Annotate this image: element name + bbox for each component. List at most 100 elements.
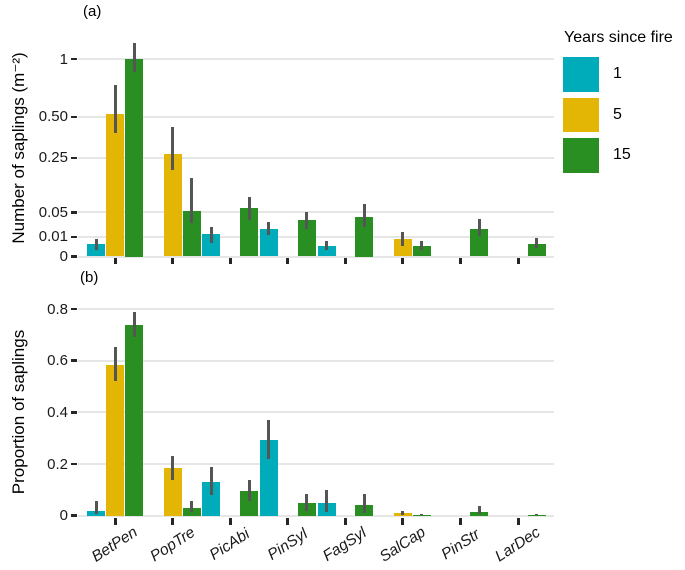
y-tick-label: 0.50: [38, 108, 68, 126]
legend-swatch-15: [563, 138, 599, 173]
x-tick-mark: [459, 517, 462, 525]
x-tick-mark: [113, 517, 117, 525]
y-tick-mark: [71, 411, 77, 414]
y-tick-label: 1: [59, 50, 68, 68]
gridline: [78, 58, 554, 60]
x-tick-mark: [459, 257, 462, 264]
y-tick-mark: [71, 255, 77, 258]
y-tick-label: 0.8: [47, 300, 68, 318]
y-tick-mark: [71, 235, 77, 238]
error-bar-FagSyl-yr15: [362, 204, 366, 227]
error-bar-PinSyl-yr1: [267, 221, 271, 235]
error-bar-PicAbi-yr15: [247, 197, 251, 221]
error-bar-PinSyl-yr15: [305, 212, 309, 229]
error-bar-PicAbi-yr1: [209, 466, 213, 496]
error-bar-PinSyl-yr15: [305, 493, 309, 511]
bar-PicAbi-yr1: [202, 233, 221, 257]
gridline: [78, 235, 554, 238]
y-tick-label: 0.6: [47, 352, 68, 370]
y-tick-mark: [71, 462, 77, 466]
y-tick-mark: [71, 57, 77, 61]
error-bar-PopTre-yr5: [171, 126, 175, 171]
gridline: [78, 359, 554, 362]
gridline: [78, 411, 554, 414]
error-bar-BetPen-yr1: [94, 501, 98, 515]
y-tick-mark: [71, 211, 77, 214]
error-bar-BetPen-yr5: [113, 85, 117, 134]
error-bar-FagSyl-yr15: [362, 493, 366, 513]
error-bar-PopTre-yr15: [190, 177, 194, 224]
bar-FagSyl-yr1: [317, 245, 336, 257]
y-tick-label: 0.05: [38, 203, 68, 221]
bar-PinStr-yr15: [470, 228, 489, 257]
error-bar-LarDec-yr15: [535, 513, 539, 516]
bar-PicAbi-yr15: [240, 491, 259, 516]
gridline: [78, 308, 554, 311]
gridline: [78, 514, 554, 517]
legend-swatch-1: [563, 57, 599, 92]
legend-label-15: 15: [613, 146, 631, 163]
bar-FagSyl-yr15: [355, 217, 374, 257]
gridline: [78, 463, 554, 466]
error-bar-PopTre-yr15: [190, 501, 194, 513]
x-tick-mark: [171, 517, 175, 525]
legend-title: Years since fire: [564, 29, 673, 46]
y-tick-label: 0.25: [38, 149, 68, 167]
bar-PinSyl-yr1: [259, 439, 278, 516]
error-bar-SalCap-yr5: [401, 232, 405, 246]
y-tick-label: 0: [59, 248, 68, 265]
x-tick-mark: [401, 257, 405, 264]
bar-PopTre-yr5: [163, 153, 182, 257]
bar-SalCap-yr15: [412, 245, 431, 257]
legend-label-1: 1: [613, 65, 622, 82]
panel-b-tag: (b): [80, 269, 99, 286]
y-axis-title-a: Number of saplings (m⁻²): [9, 52, 28, 244]
bar-BetPen-yr15: [125, 59, 144, 257]
legend-label-5: 5: [613, 105, 622, 123]
x-tick-mark: [228, 517, 232, 525]
error-bar-BetPen-yr15: [132, 42, 136, 73]
error-bar-SalCap-yr5: [401, 510, 405, 515]
error-bar-SalCap-yr15: [420, 513, 424, 516]
bar-PopTre-yr5: [163, 467, 182, 516]
x-tick-mark: [516, 517, 520, 525]
bar-PinSyl-yr15: [297, 220, 316, 257]
error-bar-BetPen-yr1: [94, 238, 98, 251]
error-bar-PinSyl-yr1: [267, 420, 271, 459]
bar-BetPen-yr5: [106, 114, 125, 257]
bar-SalCap-yr5: [393, 238, 412, 257]
x-tick-mark: [286, 257, 290, 264]
bar-PicAbi-yr15: [240, 208, 259, 257]
y-tick-mark: [71, 359, 77, 362]
bar-BetPen-yr1: [87, 244, 106, 257]
x-tick-mark: [113, 257, 117, 264]
bar-PopTre-yr15: [182, 211, 201, 257]
y-tick-mark: [71, 514, 77, 517]
y-tick-mark: [71, 307, 77, 311]
gridline: [78, 255, 554, 258]
bar-BetPen-yr5: [106, 364, 125, 516]
error-bar-PopTre-yr5: [171, 456, 175, 480]
gridline: [78, 211, 554, 214]
error-bar-BetPen-yr5: [113, 346, 117, 382]
x-tick-mark: [343, 257, 347, 264]
y-tick-mark: [71, 115, 77, 119]
error-bar-PicAbi-yr1: [209, 226, 213, 243]
y-tick-mark: [71, 156, 77, 159]
error-bar-SalCap-yr15: [420, 241, 424, 251]
gridline: [78, 156, 554, 159]
bar-PinSyl-yr1: [259, 228, 278, 257]
y-tick-label: 0.2: [47, 455, 68, 473]
error-bar-PinStr-yr15: [477, 219, 481, 236]
gridline: [78, 115, 554, 118]
error-bar-PinStr-yr15: [477, 505, 481, 514]
error-bar-FagSyl-yr1: [325, 489, 328, 512]
bar-LarDec-yr15: [527, 244, 546, 257]
bar-PinStr-yr15: [470, 511, 489, 516]
x-tick-mark: [171, 257, 175, 264]
bar-PicAbi-yr1: [202, 482, 221, 516]
y-tick-label: 0: [59, 507, 68, 525]
error-bar-PicAbi-yr15: [247, 479, 251, 502]
x-tick-mark: [228, 257, 232, 264]
